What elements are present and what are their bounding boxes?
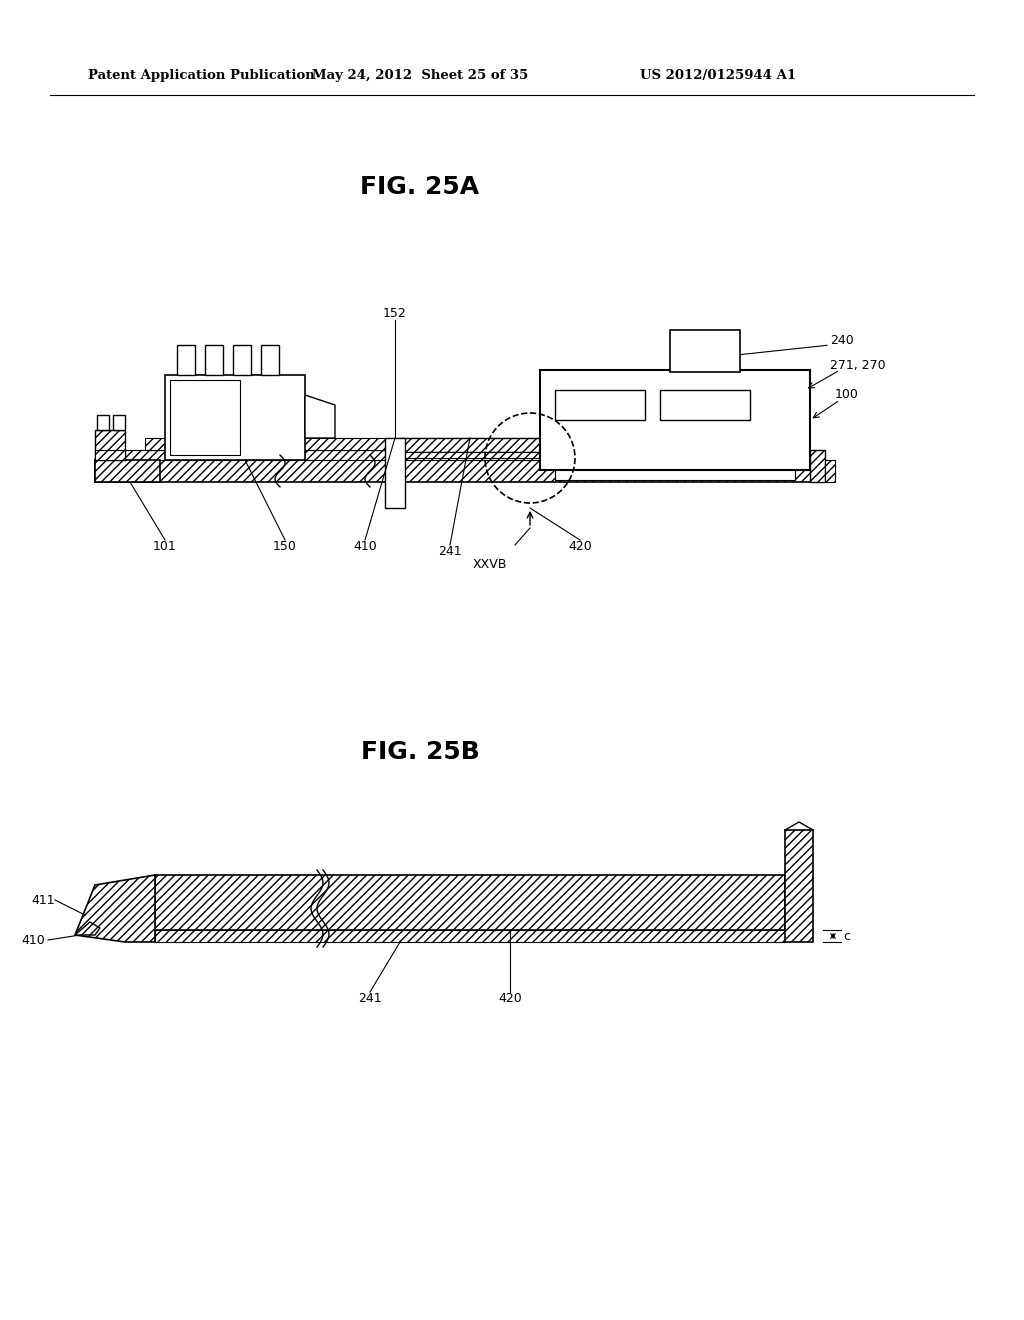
Bar: [155, 875, 785, 931]
Bar: [400, 438, 635, 451]
Text: 150: 150: [273, 540, 297, 553]
Text: 410: 410: [353, 540, 377, 553]
Text: 411: 411: [32, 894, 55, 907]
Text: 240: 240: [830, 334, 854, 346]
Text: 271, 270: 271, 270: [830, 359, 886, 371]
Text: May 24, 2012  Sheet 25 of 35: May 24, 2012 Sheet 25 of 35: [312, 69, 528, 82]
Text: 420: 420: [498, 993, 522, 1005]
Bar: [177, 345, 195, 375]
Text: FIG. 25A: FIG. 25A: [360, 176, 479, 199]
Bar: [555, 470, 795, 480]
Bar: [385, 438, 406, 508]
Text: 152: 152: [383, 308, 407, 319]
Bar: [97, 414, 109, 430]
Text: 420: 420: [568, 540, 592, 553]
Bar: [785, 830, 813, 942]
Text: 101: 101: [154, 540, 177, 553]
Text: 241: 241: [438, 545, 462, 558]
Text: XXVB: XXVB: [473, 558, 507, 572]
Bar: [555, 389, 645, 420]
Polygon shape: [75, 875, 155, 942]
Bar: [660, 389, 750, 420]
Bar: [233, 345, 251, 375]
Bar: [165, 375, 305, 459]
Bar: [95, 430, 125, 459]
Text: c: c: [843, 929, 850, 942]
Bar: [205, 345, 223, 375]
Bar: [113, 414, 125, 430]
Text: Patent Application Publication: Patent Application Publication: [88, 69, 314, 82]
Bar: [670, 330, 740, 372]
Bar: [810, 450, 825, 482]
Bar: [95, 459, 160, 482]
Bar: [95, 450, 815, 459]
Bar: [540, 370, 810, 470]
Polygon shape: [305, 395, 335, 438]
Bar: [155, 931, 785, 942]
Bar: [95, 450, 125, 459]
Bar: [170, 380, 240, 455]
Bar: [145, 438, 805, 450]
Text: 410: 410: [22, 933, 45, 946]
Text: 241: 241: [358, 993, 382, 1005]
Bar: [95, 459, 815, 482]
Bar: [825, 459, 835, 482]
Bar: [261, 345, 279, 375]
Polygon shape: [75, 921, 100, 935]
Text: 100: 100: [835, 388, 859, 401]
Text: US 2012/0125944 A1: US 2012/0125944 A1: [640, 69, 796, 82]
Bar: [400, 451, 635, 458]
Text: FIG. 25B: FIG. 25B: [360, 741, 479, 764]
